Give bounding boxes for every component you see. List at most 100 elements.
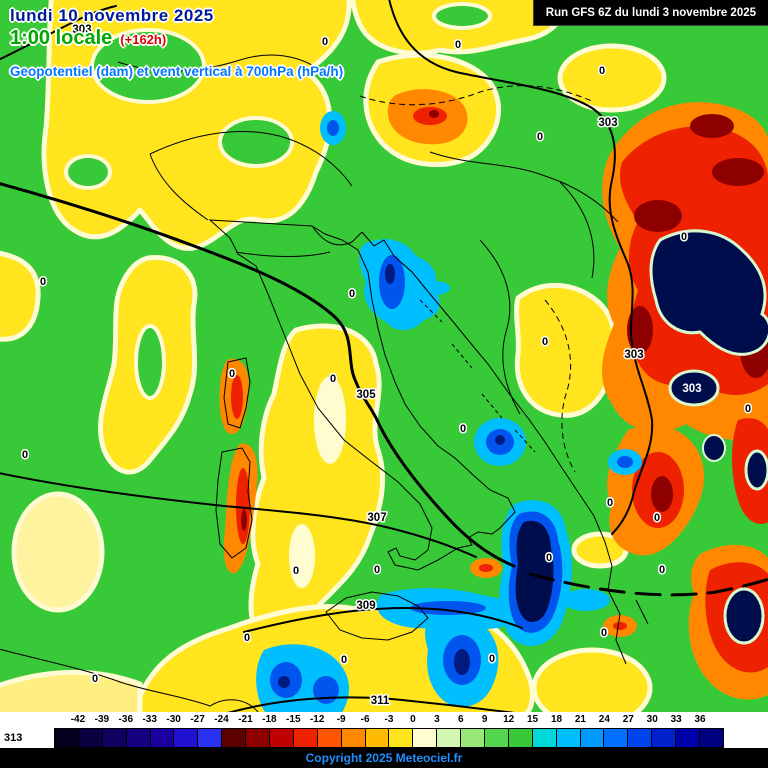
- map-zero-label: 0: [244, 632, 250, 644]
- colorbar-cell: [293, 729, 318, 747]
- colorbar-cell: [485, 729, 509, 747]
- colorbar-cell: [246, 729, 271, 747]
- forecast-local-time: 1:00 locale: [10, 27, 113, 49]
- map-zero-label: 0: [330, 373, 336, 385]
- colorbar-cell: [126, 729, 151, 747]
- colorbar-tick-label: -39: [94, 714, 110, 725]
- colorbar-tick-labels: -42 -39 -36 -33 -30 -27 -24 -21 -18 -15 -12 -9 -6 -3 0…: [54, 712, 724, 728]
- green-holes: [64, 2, 492, 400]
- colorbar-tick-label: -3: [384, 714, 394, 725]
- colorbar-cell: [508, 729, 533, 747]
- geopotential-contour-label: 303: [72, 24, 91, 36]
- colorbar-tick-label: -9: [336, 714, 346, 725]
- forecast-map: 0 0 0 0 0 0 0 0 0 0 0 0 0 0 0 0 0 0 0 0 0 0 0 0 303 303 303 303 305 3…: [0, 0, 768, 712]
- colorbar-tick-label: 30: [646, 714, 658, 725]
- forecast-date: lundi 10 novembre 2025: [10, 6, 214, 25]
- map-zero-label: 0: [607, 497, 613, 509]
- colorbar-tick-label: 33: [670, 714, 682, 725]
- colorbar-tick-label: 24: [598, 714, 610, 725]
- geopotential-contour-label: 305: [356, 389, 376, 401]
- colorbar-tick-label: -33: [142, 714, 157, 725]
- navy-cores: [649, 229, 768, 645]
- map-zero-label: 0: [542, 336, 548, 348]
- contour-label-313: 313: [4, 732, 23, 744]
- colorbar-tick-label: 18: [550, 714, 563, 725]
- forecast-hour-offset: (+162h): [120, 32, 167, 47]
- geopotential-contour-label: 303: [624, 349, 643, 361]
- model-run-info: Run GFS 6Z du lundi 3 novembre 2025: [532, 0, 768, 26]
- map-zero-label: 0: [455, 39, 461, 51]
- coastlines: [0, 54, 649, 712]
- map-zero-label: 0: [546, 552, 552, 564]
- map-zero-label: 0: [537, 131, 543, 143]
- colorbar-tick-label: 21: [574, 714, 586, 725]
- colorbar-cell: [532, 729, 557, 747]
- geopotential-contour-label: 311: [371, 695, 390, 707]
- map-zero-label: 0: [654, 512, 660, 524]
- colorbar-cell: [317, 729, 342, 747]
- colorbar-tick-label: -21: [238, 714, 253, 725]
- colorbar-cell: [222, 729, 247, 747]
- map-zero-label: 0: [659, 564, 665, 576]
- colorbar-cell: [413, 729, 438, 747]
- colorbar-cell: [461, 729, 486, 747]
- copyright-text: Copyright 2025 Meteociel.fr: [305, 751, 463, 765]
- colorbar-tick-label: 36: [694, 714, 706, 725]
- color-scale-strip: -42 -39 -36 -33 -30 -27 -24 -21 -18 -15 -12 -9 -6 -3 0…: [0, 712, 768, 768]
- colorbar-cell: [55, 729, 79, 747]
- map-labels-layer: 0 0 0 0 0 0 0 0 0 0 0 0 0 0 0 0 0 0 0 0 0 0 0 0 303 303 303 303 305 3…: [20, 23, 752, 709]
- contour-305: [0, 182, 516, 568]
- colorbar-cell: [580, 729, 605, 747]
- colorbar-tick-label: 0: [410, 714, 416, 725]
- forecast-time-row: 1:00 locale (+162h): [10, 27, 166, 50]
- colorbar-cell: [78, 729, 103, 747]
- colorbar-tick-label: -36: [118, 714, 134, 725]
- forecast-map-svg: 0 0 0 0 0 0 0 0 0 0 0 0 0 0 0 0 0 0 0 0 0 0 0 0 303 303 303 303 305 3…: [0, 0, 768, 712]
- map-zero-label: 0: [601, 627, 607, 639]
- sardinia-coastline: [215, 447, 253, 559]
- colorbar-tick-label: -42: [70, 714, 86, 725]
- map-zero-label: 0: [489, 653, 495, 665]
- adriatic-east-coastline: [361, 231, 613, 591]
- colorbar-cell: [341, 729, 366, 747]
- contour-311: [227, 696, 515, 712]
- colorbar-cell: [556, 729, 581, 747]
- africa-coastline: [0, 648, 259, 712]
- colorbar-tick-label: 3: [434, 714, 440, 725]
- blue-anomaly-regions: [256, 111, 642, 712]
- colorbar-cell: [604, 729, 629, 747]
- map-zero-label: 0: [745, 403, 751, 415]
- colorbar-cell: [676, 729, 701, 747]
- cream-zero-band-cores: [289, 376, 346, 588]
- colorbar-cell: [174, 729, 199, 747]
- contour-305-dashed: [528, 572, 768, 597]
- geopotential-contour-label: 303: [682, 383, 701, 395]
- contour-309: [243, 606, 523, 633]
- colorbar-tick-label: -15: [286, 714, 301, 725]
- colorbar-cell: [700, 729, 723, 747]
- colorbar-cell: [150, 729, 175, 747]
- map-zero-label: 0: [341, 654, 347, 666]
- colorbar-tick-label: -30: [166, 714, 181, 725]
- map-parameter-title: Geopotentiel (dam) et vent vertical à 70…: [10, 64, 344, 79]
- colorbar-cell: [198, 729, 223, 747]
- map-zero-label: 0: [599, 65, 605, 77]
- contour-303-corner: [0, 5, 117, 61]
- geopotential-contours: [0, 0, 768, 712]
- map-zero-label: 0: [293, 565, 299, 577]
- contour-303: [388, 0, 654, 535]
- geopotential-contour-label: 303: [598, 117, 617, 129]
- colorbar-tick-label: -24: [214, 714, 229, 725]
- geopotential-contour-label: 309: [356, 600, 375, 612]
- map-zero-label: 0: [349, 288, 355, 300]
- map-zero-label: 0: [681, 231, 687, 243]
- colorbar-tick-label: -6: [360, 714, 370, 725]
- colorbar-cell: [270, 729, 294, 747]
- colorbar-cell: [628, 729, 653, 747]
- corsica-coastline: [223, 357, 251, 429]
- map-zero-label: 0: [229, 368, 235, 380]
- map-zero-label: 0: [374, 564, 380, 576]
- colorbar-tick-label: -18: [262, 714, 277, 725]
- colorbar-cell: [389, 729, 414, 747]
